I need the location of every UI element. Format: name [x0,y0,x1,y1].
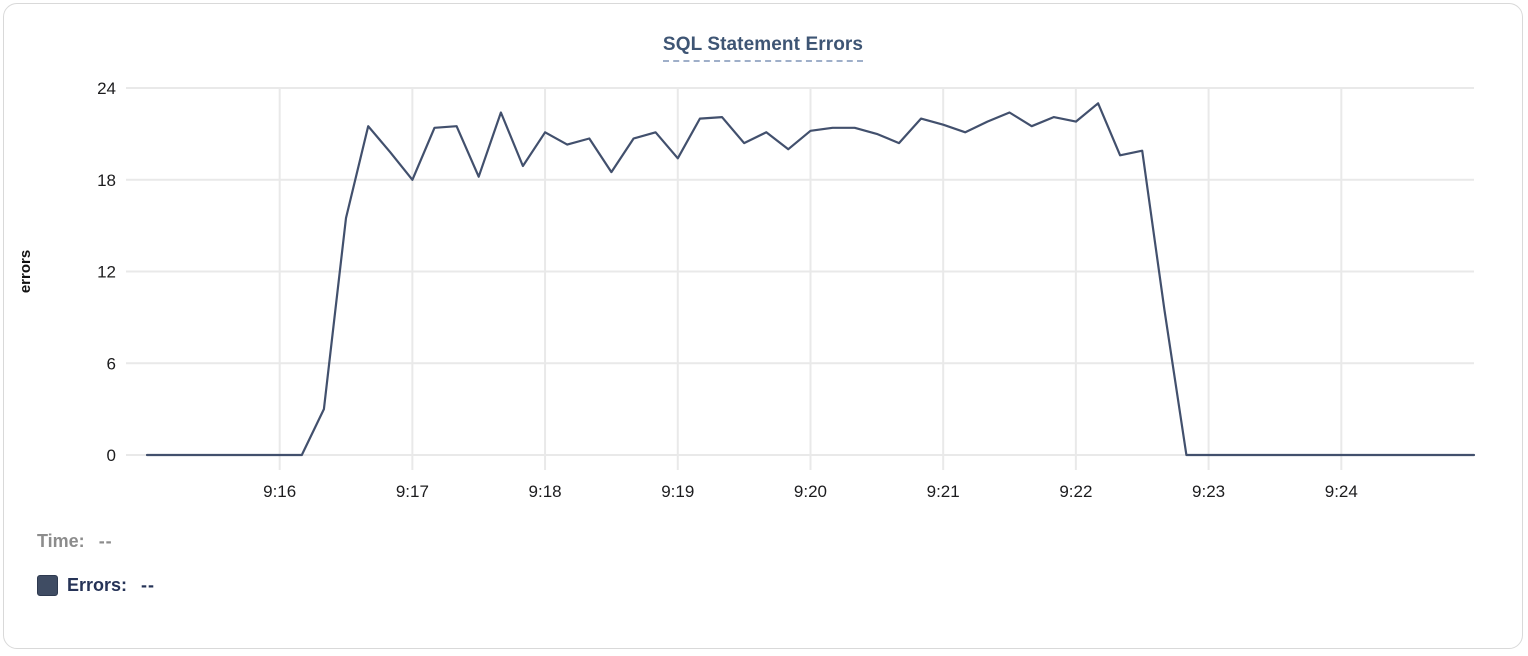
x-tick-label: 9:16 [263,482,296,501]
x-tick-label: 9:24 [1325,482,1358,501]
y-tick-label: 24 [97,79,116,98]
legend-row-errors: Errors: -- [37,570,155,600]
x-tick-label: 9:22 [1059,482,1092,501]
hover-legend: Time: -- Errors: -- [37,526,155,614]
legend-time-label: Time: [37,530,85,551]
chart-title-link[interactable]: SQL Statement Errors [662,34,864,62]
x-tick-label: 9:23 [1192,482,1225,501]
chart-header: SQL Statement Errors [4,34,1522,62]
y-tick-label: 18 [97,171,116,190]
errors-line-chart[interactable]: 0 6 12 18 24 9:16 9:17 9:18 9:19 9:20 9:21 9:22 9:23… [4,4,1528,656]
errors-series-swatch-icon [37,574,58,596]
x-tick-label: 9:21 [927,482,960,501]
x-tick-label: 9:19 [661,482,694,501]
chart-card: SQL Statement Errors errors 0 6 12 18 24 9:16… [3,3,1523,649]
legend-row-time: Time: -- [37,526,155,556]
x-tick-label: 9:18 [529,482,562,501]
y-tick-label: 6 [107,354,116,373]
legend-time-value: -- [98,530,113,551]
y-tick-label: 12 [97,263,116,282]
legend-errors-value: -- [141,574,156,595]
x-tick-label: 9:20 [794,482,827,501]
x-tick-label: 9:17 [396,482,429,501]
y-tick-label: 0 [107,446,116,465]
legend-errors-label: Errors: [67,574,128,595]
errors-series-line [145,102,1476,457]
